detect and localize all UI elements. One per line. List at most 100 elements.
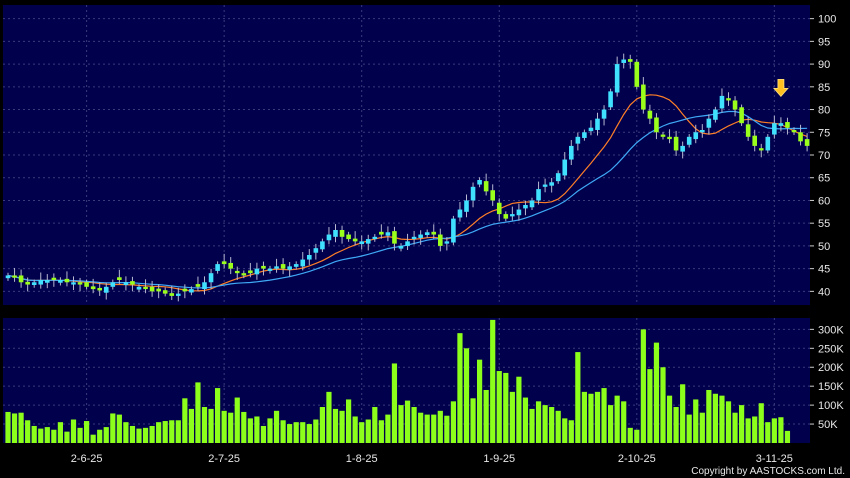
volume-bar	[162, 421, 168, 443]
candle-body	[149, 286, 155, 292]
volume-bar	[680, 384, 686, 443]
x-tick-label: 1-8-25	[346, 453, 378, 465]
price-tick-label: 55	[818, 218, 830, 230]
x-tick-label: 2-7-25	[208, 453, 240, 465]
candle-body	[117, 277, 122, 280]
volume-tick-label: 50K	[818, 419, 838, 431]
volume-bar	[503, 372, 509, 443]
volume-bar	[300, 422, 306, 443]
candle-body	[588, 127, 594, 132]
volume-bar	[332, 408, 339, 443]
candle-body	[326, 234, 332, 241]
candle-body	[536, 189, 541, 201]
volume-bar	[280, 420, 286, 443]
price-axis-ticks: 40 45 50 55 60 65 70 75 80 85 90 95 100	[810, 14, 836, 298]
volume-bar	[562, 418, 568, 443]
volume-bar	[110, 413, 116, 443]
volume-bar	[437, 410, 443, 443]
volume-bar	[568, 420, 574, 443]
volume-tick-label: 150K	[818, 381, 844, 393]
volume-bar	[241, 411, 247, 443]
volume-bar	[267, 418, 273, 443]
candle-body	[51, 277, 57, 280]
volume-bar	[647, 369, 653, 443]
candlesticks	[5, 53, 810, 302]
candle-body	[523, 205, 528, 209]
volume-bars	[5, 319, 791, 443]
volume-bar	[287, 424, 293, 443]
candle-body	[647, 110, 653, 119]
candle-body	[575, 136, 581, 144]
volume-bar	[38, 428, 44, 443]
volume-bar	[398, 405, 404, 443]
volume-bar	[614, 395, 620, 443]
volume-bar	[90, 434, 96, 443]
x-tick-label: 2-6-25	[71, 453, 103, 465]
candle-body	[654, 117, 659, 133]
volume-bar	[752, 416, 758, 443]
candle-body	[549, 182, 554, 186]
volume-bar	[11, 413, 18, 443]
volume-bar	[339, 410, 345, 443]
candle-body	[752, 135, 757, 146]
volume-bar	[188, 408, 194, 443]
volume-bar	[25, 420, 31, 443]
volume-bar	[5, 411, 11, 443]
candle-body	[405, 241, 410, 246]
candle-body	[12, 275, 17, 278]
candle-body	[418, 234, 423, 238]
candle-body	[627, 59, 633, 62]
volume-bar	[666, 395, 673, 443]
volume-bar	[745, 418, 751, 443]
down-arrow-icon	[773, 78, 789, 97]
volume-bar	[31, 425, 37, 443]
candle-body	[791, 130, 797, 133]
candle-body	[398, 245, 404, 249]
candle-body	[71, 282, 76, 285]
volume-bar	[732, 412, 738, 443]
candle-body	[320, 241, 325, 250]
volume-bar	[142, 427, 149, 443]
candle-body	[483, 181, 489, 192]
candle-body	[189, 289, 194, 293]
candle-body	[90, 286, 96, 290]
price-tick-label: 75	[818, 127, 830, 139]
candle-body	[739, 107, 744, 124]
price-panel: 40 45 50 55 60 65 70 75 80 85 90 95 100	[3, 5, 836, 305]
volume-bar	[64, 431, 70, 443]
volume-tick-label: 200K	[818, 362, 844, 374]
candle-body	[379, 231, 384, 235]
volume-tick-label: 250K	[818, 343, 844, 355]
volume-bar	[431, 414, 437, 443]
candle-body	[719, 95, 725, 109]
x-tick-label: 1-9-25	[483, 453, 515, 465]
volume-bar	[712, 393, 718, 443]
volume-bar	[247, 418, 253, 443]
candle-body	[84, 282, 89, 287]
candle-body	[385, 232, 391, 236]
volume-bar	[77, 427, 83, 443]
volume-bar	[627, 427, 633, 443]
candle-body	[103, 286, 109, 293]
volume-bar	[169, 420, 175, 443]
volume-bar	[660, 367, 666, 443]
volume-bar	[156, 422, 162, 443]
candle-body	[562, 159, 568, 176]
price-panel-background	[3, 5, 810, 305]
price-tick-label: 45	[818, 264, 830, 276]
volume-bar	[463, 348, 470, 443]
candle-body	[451, 218, 456, 243]
candle-body	[136, 286, 142, 290]
volume-bar	[326, 391, 332, 443]
volume-bar	[378, 420, 384, 443]
volume-bar	[365, 419, 371, 443]
candle-body	[45, 280, 50, 283]
candle-body	[496, 202, 502, 215]
volume-bar	[490, 319, 496, 443]
candle-body	[555, 173, 561, 182]
candle-body	[228, 262, 233, 269]
volume-bar	[509, 391, 515, 443]
x-axis-ticks: 2-6-25 2-7-25 1-8-25 1-9-25 2-10-25 3-11-25	[71, 453, 793, 465]
volume-tick-label: 100K	[818, 400, 844, 412]
